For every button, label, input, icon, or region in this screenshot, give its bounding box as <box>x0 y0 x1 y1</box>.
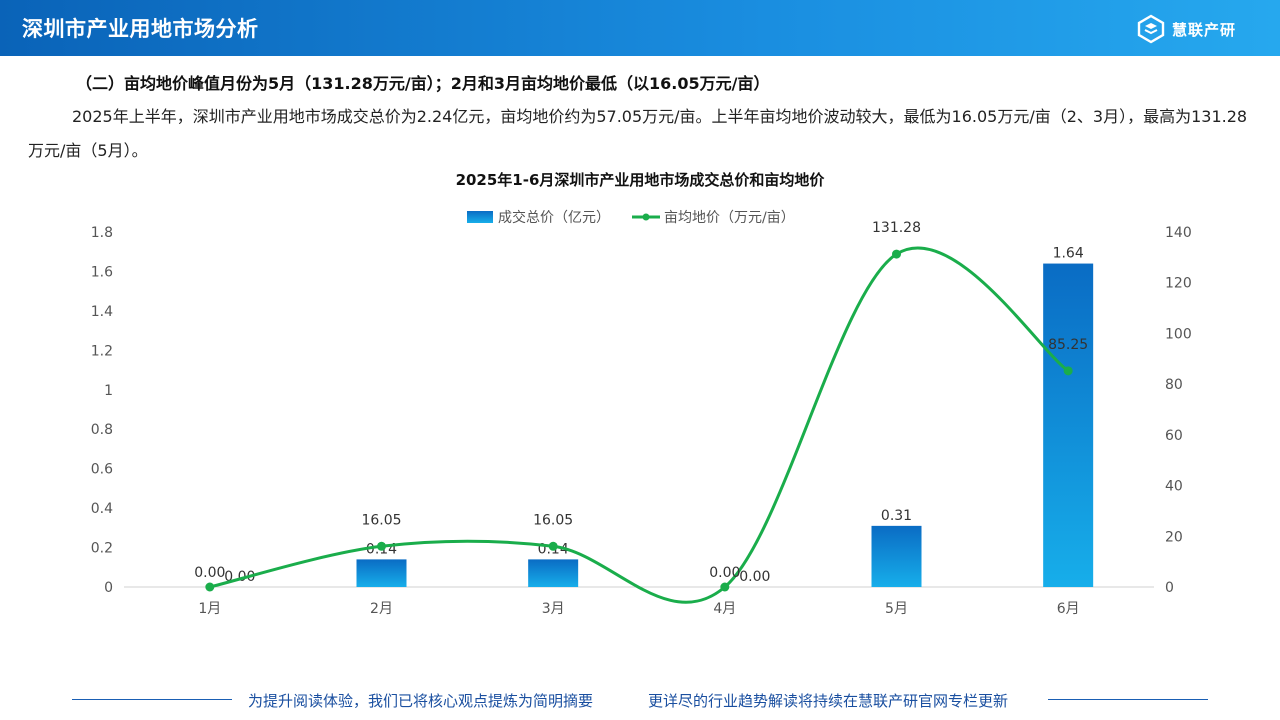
line-point-2月 <box>377 541 386 551</box>
line-value-label: 131.28 <box>872 220 921 236</box>
header-bar: 深圳市产业用地市场分析 慧联产研 <box>0 0 1280 56</box>
footer-text-right: 更详尽的行业趋势解读将持续在慧联产研官网专栏更新 <box>648 692 1009 710</box>
footer-text-left: 为提升阅读体验，我们已将核心观点提炼为简明摘要 <box>248 692 594 710</box>
bar-value-label: 0.31 <box>881 508 912 524</box>
line-value-label: 0.00 <box>194 565 225 581</box>
y-right-tick-label: 20 <box>1165 529 1183 545</box>
brand-logo: 慧联产研 <box>1136 14 1236 44</box>
line-point-5月 <box>892 249 901 259</box>
y-left-tick-label: 0.6 <box>91 462 113 478</box>
y-right-tick-label: 60 <box>1165 428 1183 444</box>
legend-label-bar: 成交总价（亿元） <box>498 209 610 226</box>
bar-value-label: 1.64 <box>1053 246 1084 262</box>
x-tick-label: 1月 <box>198 601 221 617</box>
legend-swatch-dot <box>642 213 650 221</box>
footer-divider-left <box>72 699 232 700</box>
bar-3月 <box>528 559 579 587</box>
footer-divider-right <box>1048 699 1208 700</box>
line-value-label: 16.05 <box>533 512 573 528</box>
legend-label-line: 亩均地价（万元/亩） <box>664 209 795 226</box>
y-right-tick-label: 100 <box>1165 326 1192 342</box>
y-left-tick-label: 1 <box>104 383 113 399</box>
summary-paragraph: 2025年上半年，深圳市产业用地市场成交总价为2.24亿元，亩均地价约为57.0… <box>28 107 1248 160</box>
line-value-label: 85.25 <box>1048 337 1088 353</box>
bar-value-label: 0.00 <box>739 569 770 585</box>
y-left-tick-label: 1.2 <box>91 343 113 359</box>
x-tick-label: 3月 <box>542 601 565 617</box>
bar-2月 <box>356 559 407 587</box>
legend-swatch-bar <box>467 211 493 223</box>
section-subtitle: （二）亩均地价峰值月份为5月（131.28万元/亩）；2月和3月亩均地价最低（以… <box>76 74 770 93</box>
x-tick-label: 2月 <box>370 601 393 617</box>
brand-hexagon-icon <box>1137 14 1165 44</box>
page-title: 深圳市产业用地市场分析 <box>22 17 259 41</box>
brand-name: 慧联产研 <box>1171 20 1236 39</box>
x-tick-label: 4月 <box>713 601 736 617</box>
line-series-path <box>209 246 1070 604</box>
y-right-tick-label: 120 <box>1165 276 1192 292</box>
y-left-tick-label: 1.4 <box>91 304 113 320</box>
y-left-tick-label: 1.6 <box>91 264 113 280</box>
chart-title: 2025年1-6月深圳市产业用地市场成交总价和亩均地价 <box>456 171 826 189</box>
line-value-label: 0.00 <box>709 565 740 581</box>
bar-6月 <box>1043 263 1094 587</box>
bar-5月 <box>871 525 922 587</box>
line-point-1月 <box>205 582 215 592</box>
x-tick-label: 5月 <box>885 601 908 617</box>
y-left-tick-label: 1.8 <box>91 225 113 241</box>
line-point-4月 <box>720 582 730 592</box>
y-right-tick-label: 80 <box>1165 377 1183 393</box>
y-right-tick-label: 0 <box>1165 580 1174 596</box>
line-value-label: 16.05 <box>361 512 401 528</box>
y-left-tick-label: 0.2 <box>91 541 113 557</box>
y-left-tick-label: 0.4 <box>91 501 113 517</box>
y-left-tick-label: 0.8 <box>91 422 113 438</box>
x-tick-label: 6月 <box>1057 601 1080 617</box>
line-point-3月 <box>548 541 558 551</box>
y-left-tick-label: 0 <box>104 580 113 596</box>
line-point-6月 <box>1063 366 1073 376</box>
y-right-tick-label: 140 <box>1165 225 1192 241</box>
y-right-tick-label: 40 <box>1165 479 1183 495</box>
